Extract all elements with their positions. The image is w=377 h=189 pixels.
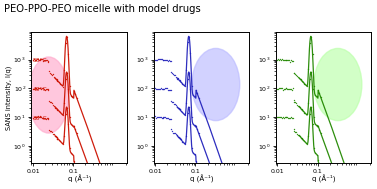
Text: 30°C: 30°C bbox=[32, 116, 47, 121]
Text: 50°C: 50°C bbox=[32, 58, 47, 63]
Y-axis label: SANS intensity, I(q): SANS intensity, I(q) bbox=[6, 65, 12, 130]
Text: 40°C: 40°C bbox=[32, 87, 47, 92]
Text: PEO-PPO-PEO micelle with model drugs: PEO-PPO-PEO micelle with model drugs bbox=[4, 4, 201, 14]
Ellipse shape bbox=[29, 57, 69, 133]
Ellipse shape bbox=[314, 48, 362, 121]
X-axis label: q (Å⁻¹): q (Å⁻¹) bbox=[190, 175, 213, 184]
X-axis label: q (Å⁻¹): q (Å⁻¹) bbox=[312, 175, 335, 184]
X-axis label: q (Å⁻¹): q (Å⁻¹) bbox=[67, 175, 91, 184]
Ellipse shape bbox=[192, 48, 240, 121]
